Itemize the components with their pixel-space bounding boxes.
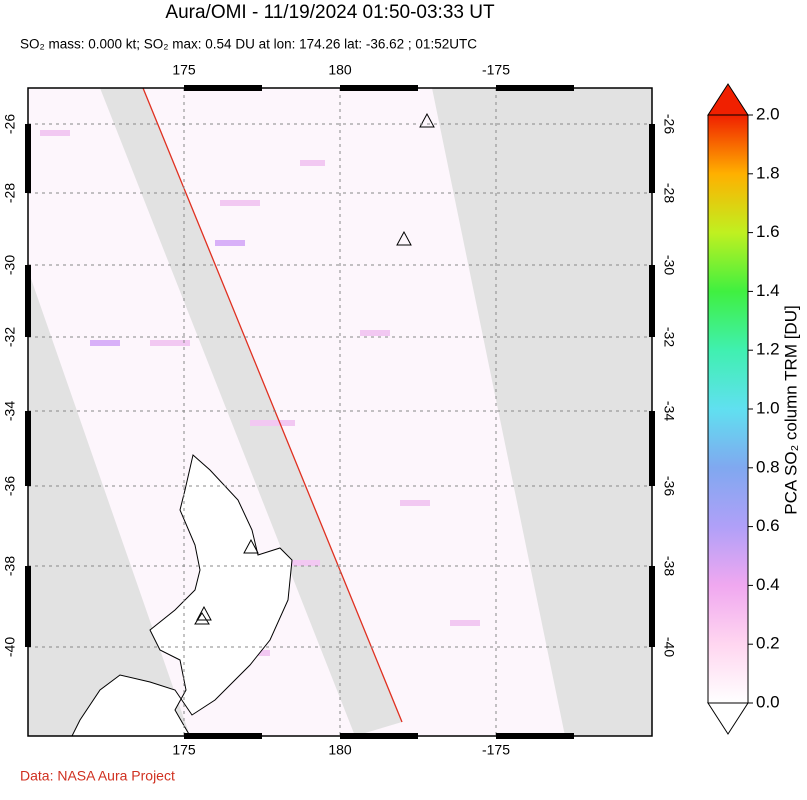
lon-label-top: 175 (172, 62, 196, 78)
axis-tick-bar (649, 265, 655, 337)
lat-label-right: -32 (661, 327, 677, 347)
axis-tick-bar (184, 733, 262, 739)
title: Aura/OMI - 11/19/2024 01:50-03:33 UT (165, 2, 495, 23)
axis-tick-bar (340, 733, 418, 739)
colorbar-tick-label: 1.8 (756, 163, 780, 182)
axis-tick-bar (649, 411, 655, 486)
colorbar-ticks: 0.0 0.2 0.4 0.6 0.8 1.0 1.2 1.4 1.6 1.8 2.0 (748, 104, 780, 711)
lat-label-right: -30 (661, 255, 677, 275)
colorbar-tick-label: 0.2 (756, 634, 780, 653)
colorbar-tick-label: 1.6 (756, 222, 780, 241)
colorbar-tick-label: 0.8 (756, 457, 780, 476)
colorbar-label: PCA SO₂ column TRM [DU] (781, 305, 800, 514)
axis-tick-bar (25, 124, 31, 193)
lat-label-right: -36 (661, 476, 677, 496)
axis-tick-bar (649, 566, 655, 647)
colorbar-min-arrow (707, 702, 749, 735)
lat-label-left: -28 (2, 183, 18, 203)
lat-label-left: -32 (2, 327, 18, 347)
lat-label-left: -38 (2, 556, 18, 576)
colorbar-tick-label: 1.0 (756, 398, 780, 417)
source-credit: Data: NASA Aura Project (20, 768, 175, 784)
lon-label-top: 180 (328, 62, 352, 78)
volcanoes (194, 112, 435, 625)
lat-label-right: -28 (661, 183, 677, 203)
colorbar-tick-label: 1.4 (756, 281, 780, 300)
colorbar-tick-label: 2.0 (756, 104, 780, 123)
colorbar (707, 114, 749, 704)
lat-label-right: -38 (661, 556, 677, 576)
lat-label-right: -40 (661, 637, 677, 657)
lat-label-left: -30 (2, 255, 18, 275)
no-data (28, 270, 190, 736)
axis-tick-bar (25, 265, 31, 337)
colorbar-tick-label: 1.2 (756, 340, 780, 359)
lon-label-top: -175 (482, 62, 510, 78)
lat-label-left: -36 (2, 476, 18, 496)
lon-label-bottom: -175 (482, 742, 510, 758)
axis-tick-bar (25, 411, 31, 486)
lat-label-right: -34 (661, 401, 677, 421)
colorbar-tick-label: 0.0 (756, 692, 780, 711)
no-data (432, 88, 652, 736)
coastline (71, 454, 293, 736)
axis-tick-bar (25, 566, 31, 647)
graticule (28, 88, 652, 736)
lat-label-left: -34 (2, 401, 18, 421)
colorbar-tick-label: 0.4 (756, 575, 780, 594)
axis-tick-bar (496, 85, 574, 91)
lon-label-bottom: 175 (172, 742, 196, 758)
axis-tick-bar (184, 85, 262, 91)
swath-gap (100, 88, 402, 736)
lat-label-right: -26 (661, 114, 677, 134)
lon-label-bottom: 180 (328, 742, 352, 758)
axis-tick-bar (496, 733, 574, 739)
colorbar-tick-label: 0.6 (756, 516, 780, 535)
subtitle: SO₂ mass: 0.000 kt; SO₂ max: 0.54 DU at … (20, 37, 477, 52)
colorbar-max-arrow (707, 83, 749, 116)
axes: 175 175 180 180 -175 -175 -26 -26 -28 -28 -30 -30 -3… (2, 62, 678, 758)
axis-tick-bar (649, 124, 655, 193)
orbit-track (142, 88, 403, 723)
map (28, 88, 652, 736)
lat-label-left: -40 (2, 637, 18, 657)
axis-tick-bar (340, 85, 418, 91)
lat-label-left: -26 (2, 114, 18, 134)
